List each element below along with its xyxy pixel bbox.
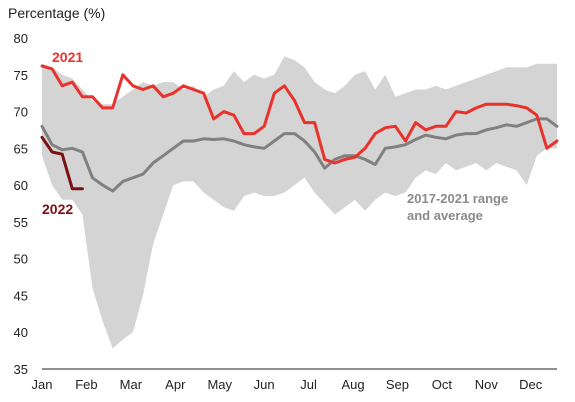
y-tick-label-80: 80 [14,31,28,46]
x-tick-label-jan: Jan [32,377,53,392]
x-axis: Jan Feb Mar Apr May Jun Jul Aug Sep Oct Nov Dec [32,368,557,392]
range-label-line1: 2017-2021 range [407,191,508,206]
y-axis-title: Percentage (%) [8,5,105,21]
y-tick-label-35: 35 [14,362,28,377]
x-tick-label-feb: Feb [75,377,97,392]
y-axis: 35 40 45 50 55 60 65 70 75 80 [14,31,28,377]
x-tick-label-jun: Jun [254,377,275,392]
x-tick-label-apr: Apr [165,377,186,392]
x-tick-label-aug: Aug [341,377,364,392]
x-tick-label-jul: Jul [300,377,317,392]
series-layer [40,64,559,193]
y-tick-label-65: 65 [14,141,28,156]
y-tick-label-70: 70 [14,105,28,120]
series-line-2021 [40,64,559,165]
y-tick-label-40: 40 [14,325,28,340]
x-tick-label-oct: Oct [432,377,453,392]
x-tick-label-may: May [207,377,232,392]
y-tick-label-60: 60 [14,178,28,193]
y-tick-label-45: 45 [14,288,28,303]
x-tick-label-sep: Sep [386,377,409,392]
y-tick-label-50: 50 [14,252,28,267]
x-tick-label-mar: Mar [120,377,143,392]
y-tick-label-55: 55 [14,215,28,230]
x-tick-label-nov: Nov [475,377,499,392]
series-line-2022 [40,135,84,191]
label-2021: 2021 [52,49,83,65]
series-line-average [40,117,559,193]
range-label-line2: and average [407,208,483,223]
x-tick-label-dec: Dec [519,377,543,392]
y-tick-label-75: 75 [14,68,28,83]
label-2022: 2022 [42,201,73,217]
